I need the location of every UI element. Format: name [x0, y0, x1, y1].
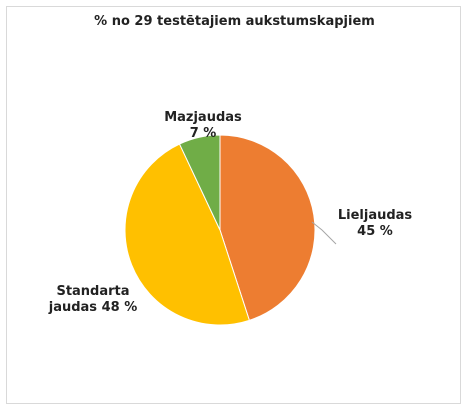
data-label: Standarta jaudas 48 %	[44, 284, 142, 316]
value-label: 48 %	[101, 300, 138, 315]
category-label: Standarta jaudas	[48, 284, 130, 315]
value-label: 7 %	[189, 126, 217, 141]
pie-slice	[124, 143, 250, 326]
pie-slice	[219, 134, 316, 321]
category-label: Mazjaudas	[164, 110, 242, 125]
category-label: Lieljaudas	[337, 208, 413, 223]
chart-frame	[6, 6, 461, 404]
value-label: 45 %	[357, 224, 393, 239]
chart-title: % no 29 testētajiem aukstumskapjiem	[94, 14, 375, 29]
data-label: Mazjaudas 7 %	[158, 110, 248, 142]
leader-line	[311, 221, 337, 245]
pie-slice	[178, 134, 221, 231]
data-label: Lieljaudas 45 %	[330, 208, 420, 240]
